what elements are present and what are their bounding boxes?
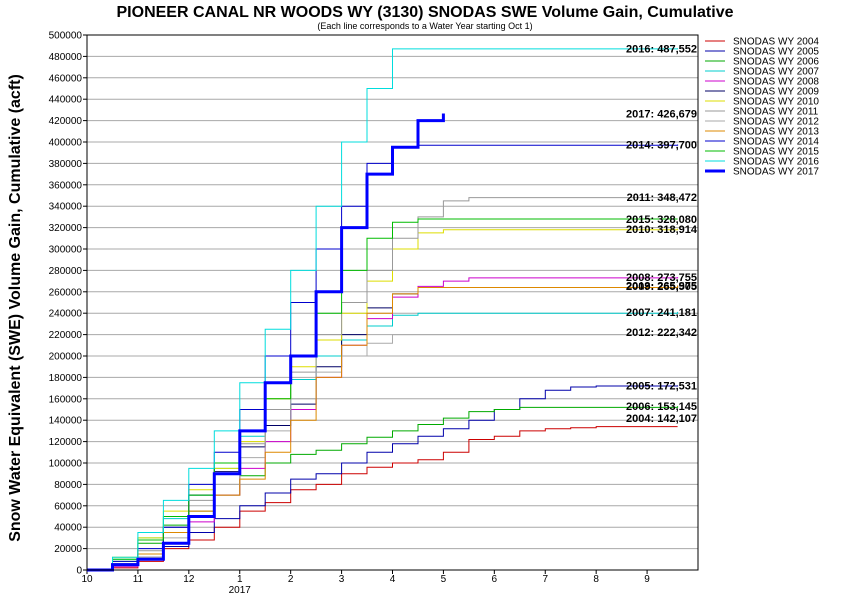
legend-label: SNODAS WY 2016 [733,157,819,168]
legend-label: SNODAS WY 2011 [733,107,819,118]
y-tick-label: 440000 [49,95,83,106]
y-tick-label: 320000 [49,223,83,234]
x-tick-label: 3 [339,574,345,585]
legend-label: SNODAS WY 2017 [733,167,819,178]
y-tick-label: 220000 [49,330,83,341]
annotations: 2004: 142,107 2005: 172,531 2006: 153,145 2… [626,43,698,425]
series-end-label: 2014: 397,700 [626,139,697,151]
legend-label: SNODAS WY 2005 [733,47,819,58]
y-tick-label: 400000 [49,138,83,149]
y-tick-label: 360000 [49,180,83,191]
series-line [87,385,679,571]
legend-label: SNODAS WY 2007 [733,67,819,78]
y-tick-label: 340000 [49,202,83,213]
x-tick-label: 9 [644,574,650,585]
y-tick-label: 180000 [49,373,83,384]
series-line [87,332,679,571]
series-line [87,218,678,571]
y-tick-label: 200000 [49,352,83,363]
y-tick-label: 0 [76,566,82,577]
x-tick-label: 8 [593,574,599,585]
legend-label: SNODAS WY 2006 [733,57,819,68]
chart-subtitle: (Each line corresponds to a Water Year s… [317,21,532,31]
y-axis-label: Snow Water Equivalent (SWE) Volume Gain,… [7,74,24,542]
y-tick-label: 160000 [49,394,83,405]
y-tick-label: 140000 [49,416,83,427]
y-tick-label: 480000 [49,52,83,63]
series-group [87,48,679,572]
x-tick-label: 11 [133,574,144,585]
legend-label: SNODAS WY 2012 [733,117,819,128]
series-end-label: 2013: 265,975 [626,280,697,292]
series-end-label: 2017: 426,679 [626,108,697,120]
legend-label: SNODAS WY 2004 [733,37,819,48]
y-tick-label: 380000 [49,159,83,170]
y-tick-label: 240000 [49,309,83,320]
series-end-label: 2004: 142,107 [626,413,697,425]
series-line [87,48,679,571]
series-line [87,197,679,571]
legend-label: SNODAS WY 2014 [733,137,819,148]
y-tick-label: 120000 [49,437,83,448]
series-end-label: 2007: 241,181 [626,307,697,319]
y-tick-label: 60000 [54,501,82,512]
y-tick-label: 100000 [49,459,83,470]
series-end-label: 2009: 265,505 [626,281,697,293]
plot-frame [86,34,699,571]
series-end-label: 2005: 172,531 [626,380,697,392]
x-tick-label: 5 [441,574,447,585]
series-end-label: 2016: 487,552 [626,43,697,55]
y-tick-label: 260000 [49,287,83,298]
series-line [87,113,445,572]
y-axis: 0 20000 40000 60000 80000 100000 120000 140000 1… [49,31,87,577]
series-end-label: 2015: 328,080 [626,214,697,226]
series-end-label: 2010: 318,914 [626,224,698,236]
y-tick-label: 40000 [54,523,82,534]
y-tick-label: 460000 [49,73,83,84]
y-tick-label: 500000 [49,31,83,42]
legend-label: SNODAS WY 2009 [733,87,819,98]
legend-label: SNODAS WY 2010 [733,97,819,108]
x-tick-label: 12 [183,574,195,585]
y-tick-label: 80000 [54,480,82,491]
series-end-label: 2008: 273,755 [626,272,697,284]
legend-label: SNODAS WY 2013 [733,127,819,138]
x-tick-label: 4 [390,574,396,585]
y-tick-label: 300000 [49,245,83,256]
series-line [87,285,679,571]
series-line [87,426,678,571]
x-year-label: 2017 [229,585,252,596]
series-line [87,311,679,571]
series-line [87,277,679,571]
x-tick-label: 1 [237,574,243,585]
x-tick-label: 7 [542,574,548,585]
series-end-label: 2006: 153,145 [626,401,697,413]
x-tick-label: 10 [81,574,93,585]
x-tick-label: 2 [288,574,294,585]
chart-title: PIONEER CANAL NR WOODS WY (3130) SNODAS … [117,4,734,21]
series-end-label: 2012: 222,342 [626,327,697,339]
y-tick-label: 20000 [54,544,82,555]
x-tick-label: 6 [492,574,498,585]
series-end-label: 2011: 348,472 [627,192,697,204]
legend-label: SNODAS WY 2015 [733,147,819,158]
legend-label: SNODAS WY 2008 [733,77,819,88]
series-line [87,406,679,571]
y-tick-label: 280000 [49,266,83,277]
y-tick-label: 420000 [49,116,83,127]
